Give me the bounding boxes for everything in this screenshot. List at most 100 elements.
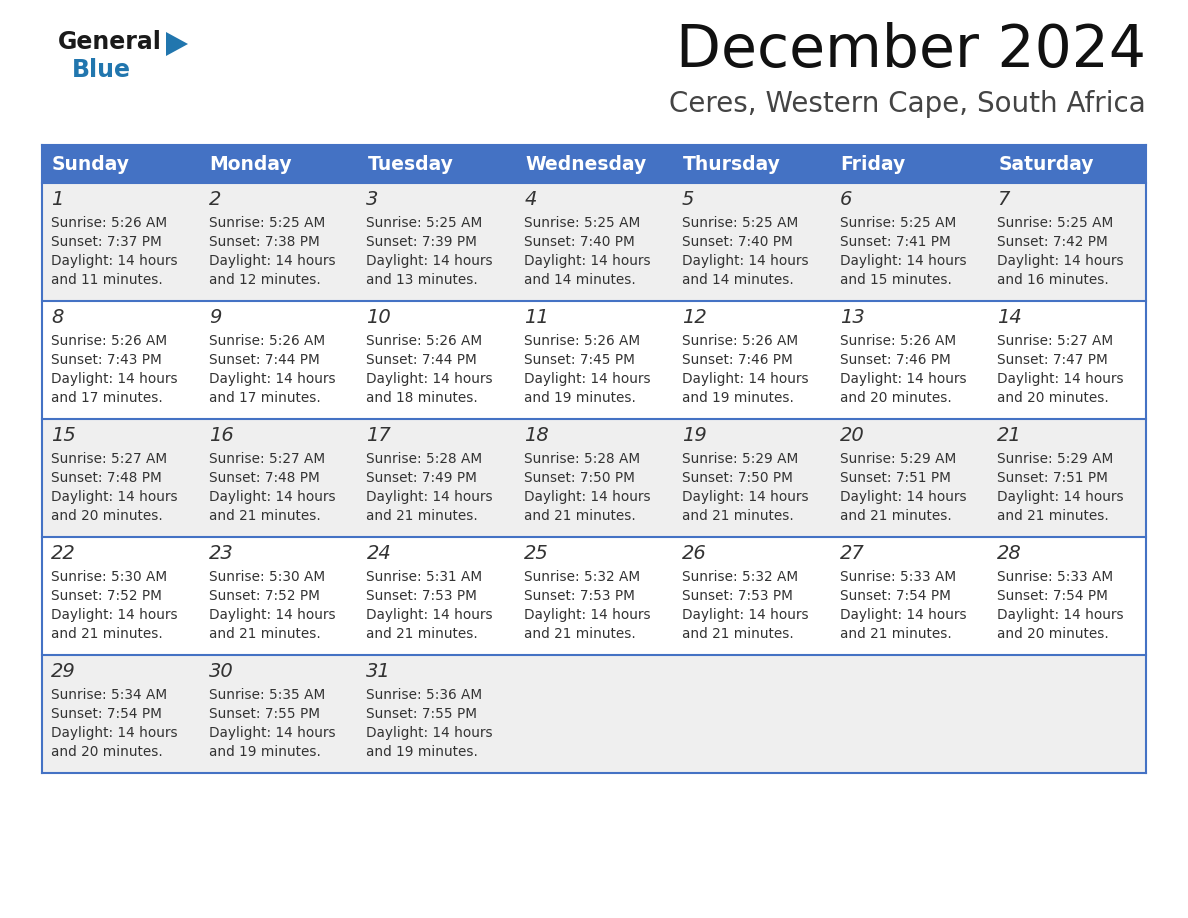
Text: Sunset: 7:43 PM: Sunset: 7:43 PM bbox=[51, 353, 162, 367]
Text: 4: 4 bbox=[524, 190, 537, 209]
Text: Sunrise: 5:30 AM: Sunrise: 5:30 AM bbox=[51, 570, 168, 584]
Text: 23: 23 bbox=[209, 544, 234, 563]
Text: Sunrise: 5:29 AM: Sunrise: 5:29 AM bbox=[682, 452, 798, 466]
Text: Sunrise: 5:25 AM: Sunrise: 5:25 AM bbox=[840, 216, 956, 230]
Text: Daylight: 14 hours: Daylight: 14 hours bbox=[209, 254, 335, 268]
Text: 25: 25 bbox=[524, 544, 549, 563]
Text: Sunset: 7:54 PM: Sunset: 7:54 PM bbox=[840, 589, 950, 603]
Text: and 20 minutes.: and 20 minutes. bbox=[51, 509, 163, 523]
Text: Daylight: 14 hours: Daylight: 14 hours bbox=[682, 490, 809, 504]
Text: Sunrise: 5:26 AM: Sunrise: 5:26 AM bbox=[51, 216, 168, 230]
Text: Daylight: 14 hours: Daylight: 14 hours bbox=[997, 254, 1124, 268]
Text: Sunset: 7:50 PM: Sunset: 7:50 PM bbox=[682, 471, 792, 485]
Text: and 21 minutes.: and 21 minutes. bbox=[209, 509, 321, 523]
Text: 16: 16 bbox=[209, 426, 234, 445]
Bar bbox=[200, 145, 358, 183]
Text: Sunrise: 5:25 AM: Sunrise: 5:25 AM bbox=[209, 216, 326, 230]
Text: Sunrise: 5:27 AM: Sunrise: 5:27 AM bbox=[997, 334, 1113, 348]
Text: 24: 24 bbox=[366, 544, 391, 563]
Text: Wednesday: Wednesday bbox=[525, 154, 646, 174]
Text: 1: 1 bbox=[51, 190, 63, 209]
Bar bbox=[988, 145, 1146, 183]
Text: Daylight: 14 hours: Daylight: 14 hours bbox=[209, 490, 335, 504]
Text: Sunrise: 5:35 AM: Sunrise: 5:35 AM bbox=[209, 688, 326, 702]
Text: Sunrise: 5:27 AM: Sunrise: 5:27 AM bbox=[209, 452, 324, 466]
Bar bbox=[42, 145, 200, 183]
Text: Sunrise: 5:26 AM: Sunrise: 5:26 AM bbox=[209, 334, 324, 348]
Bar bbox=[42, 419, 1146, 537]
Bar bbox=[830, 145, 988, 183]
Text: Sunset: 7:52 PM: Sunset: 7:52 PM bbox=[51, 589, 162, 603]
Text: 27: 27 bbox=[840, 544, 865, 563]
Text: and 16 minutes.: and 16 minutes. bbox=[997, 273, 1110, 287]
Text: Sunset: 7:53 PM: Sunset: 7:53 PM bbox=[682, 589, 792, 603]
Text: 8: 8 bbox=[51, 308, 63, 327]
Text: Sunset: 7:40 PM: Sunset: 7:40 PM bbox=[524, 235, 634, 249]
Text: Daylight: 14 hours: Daylight: 14 hours bbox=[997, 490, 1124, 504]
Text: Sunset: 7:44 PM: Sunset: 7:44 PM bbox=[366, 353, 478, 367]
Text: Daylight: 14 hours: Daylight: 14 hours bbox=[209, 726, 335, 740]
Text: and 21 minutes.: and 21 minutes. bbox=[366, 509, 479, 523]
Text: Daylight: 14 hours: Daylight: 14 hours bbox=[209, 372, 335, 386]
Text: Daylight: 14 hours: Daylight: 14 hours bbox=[51, 608, 178, 622]
Text: 10: 10 bbox=[366, 308, 391, 327]
Text: Daylight: 14 hours: Daylight: 14 hours bbox=[682, 372, 809, 386]
Text: Sunset: 7:41 PM: Sunset: 7:41 PM bbox=[840, 235, 950, 249]
Text: Sunset: 7:54 PM: Sunset: 7:54 PM bbox=[997, 589, 1108, 603]
Text: Daylight: 14 hours: Daylight: 14 hours bbox=[840, 490, 966, 504]
Text: Sunrise: 5:31 AM: Sunrise: 5:31 AM bbox=[366, 570, 482, 584]
Text: Tuesday: Tuesday bbox=[367, 154, 454, 174]
Text: Sunset: 7:51 PM: Sunset: 7:51 PM bbox=[840, 471, 950, 485]
Text: Sunrise: 5:33 AM: Sunrise: 5:33 AM bbox=[840, 570, 955, 584]
Text: and 21 minutes.: and 21 minutes. bbox=[682, 627, 794, 641]
Text: 9: 9 bbox=[209, 308, 221, 327]
Text: Sunday: Sunday bbox=[52, 154, 129, 174]
Bar bbox=[42, 301, 1146, 419]
Text: Saturday: Saturday bbox=[998, 154, 1094, 174]
Text: and 21 minutes.: and 21 minutes. bbox=[840, 627, 952, 641]
Text: Sunrise: 5:32 AM: Sunrise: 5:32 AM bbox=[524, 570, 640, 584]
Text: and 18 minutes.: and 18 minutes. bbox=[366, 391, 479, 405]
Text: Daylight: 14 hours: Daylight: 14 hours bbox=[682, 254, 809, 268]
Text: Sunset: 7:54 PM: Sunset: 7:54 PM bbox=[51, 707, 162, 721]
Text: and 21 minutes.: and 21 minutes. bbox=[51, 627, 163, 641]
Text: and 21 minutes.: and 21 minutes. bbox=[524, 627, 636, 641]
Text: Sunset: 7:53 PM: Sunset: 7:53 PM bbox=[524, 589, 636, 603]
Text: and 20 minutes.: and 20 minutes. bbox=[997, 627, 1110, 641]
Text: Sunrise: 5:26 AM: Sunrise: 5:26 AM bbox=[524, 334, 640, 348]
Text: Sunrise: 5:26 AM: Sunrise: 5:26 AM bbox=[366, 334, 482, 348]
Text: and 12 minutes.: and 12 minutes. bbox=[209, 273, 321, 287]
Text: and 20 minutes.: and 20 minutes. bbox=[840, 391, 952, 405]
Bar bbox=[672, 145, 830, 183]
Text: 12: 12 bbox=[682, 308, 707, 327]
Text: 7: 7 bbox=[997, 190, 1010, 209]
Bar bbox=[516, 145, 672, 183]
Bar bbox=[42, 537, 1146, 655]
Text: Sunset: 7:39 PM: Sunset: 7:39 PM bbox=[366, 235, 478, 249]
Text: and 17 minutes.: and 17 minutes. bbox=[209, 391, 321, 405]
Text: Sunrise: 5:33 AM: Sunrise: 5:33 AM bbox=[997, 570, 1113, 584]
Text: Sunset: 7:49 PM: Sunset: 7:49 PM bbox=[366, 471, 478, 485]
Text: Sunrise: 5:26 AM: Sunrise: 5:26 AM bbox=[840, 334, 955, 348]
Text: Daylight: 14 hours: Daylight: 14 hours bbox=[51, 726, 178, 740]
Text: Thursday: Thursday bbox=[683, 154, 781, 174]
Text: Daylight: 14 hours: Daylight: 14 hours bbox=[840, 372, 966, 386]
Text: Sunrise: 5:25 AM: Sunrise: 5:25 AM bbox=[997, 216, 1113, 230]
Text: 19: 19 bbox=[682, 426, 707, 445]
Text: Sunset: 7:45 PM: Sunset: 7:45 PM bbox=[524, 353, 636, 367]
Text: Ceres, Western Cape, South Africa: Ceres, Western Cape, South Africa bbox=[669, 90, 1146, 118]
Text: Sunrise: 5:29 AM: Sunrise: 5:29 AM bbox=[997, 452, 1113, 466]
Text: Sunrise: 5:27 AM: Sunrise: 5:27 AM bbox=[51, 452, 168, 466]
Text: Sunrise: 5:32 AM: Sunrise: 5:32 AM bbox=[682, 570, 798, 584]
Text: Sunset: 7:37 PM: Sunset: 7:37 PM bbox=[51, 235, 162, 249]
Text: Daylight: 14 hours: Daylight: 14 hours bbox=[366, 490, 493, 504]
Text: 30: 30 bbox=[209, 662, 234, 681]
Text: Sunset: 7:46 PM: Sunset: 7:46 PM bbox=[840, 353, 950, 367]
Text: and 21 minutes.: and 21 minutes. bbox=[682, 509, 794, 523]
Text: 20: 20 bbox=[840, 426, 865, 445]
Text: Sunset: 7:42 PM: Sunset: 7:42 PM bbox=[997, 235, 1108, 249]
Text: and 14 minutes.: and 14 minutes. bbox=[524, 273, 636, 287]
Text: and 19 minutes.: and 19 minutes. bbox=[524, 391, 636, 405]
Text: 26: 26 bbox=[682, 544, 707, 563]
Text: Sunset: 7:51 PM: Sunset: 7:51 PM bbox=[997, 471, 1108, 485]
